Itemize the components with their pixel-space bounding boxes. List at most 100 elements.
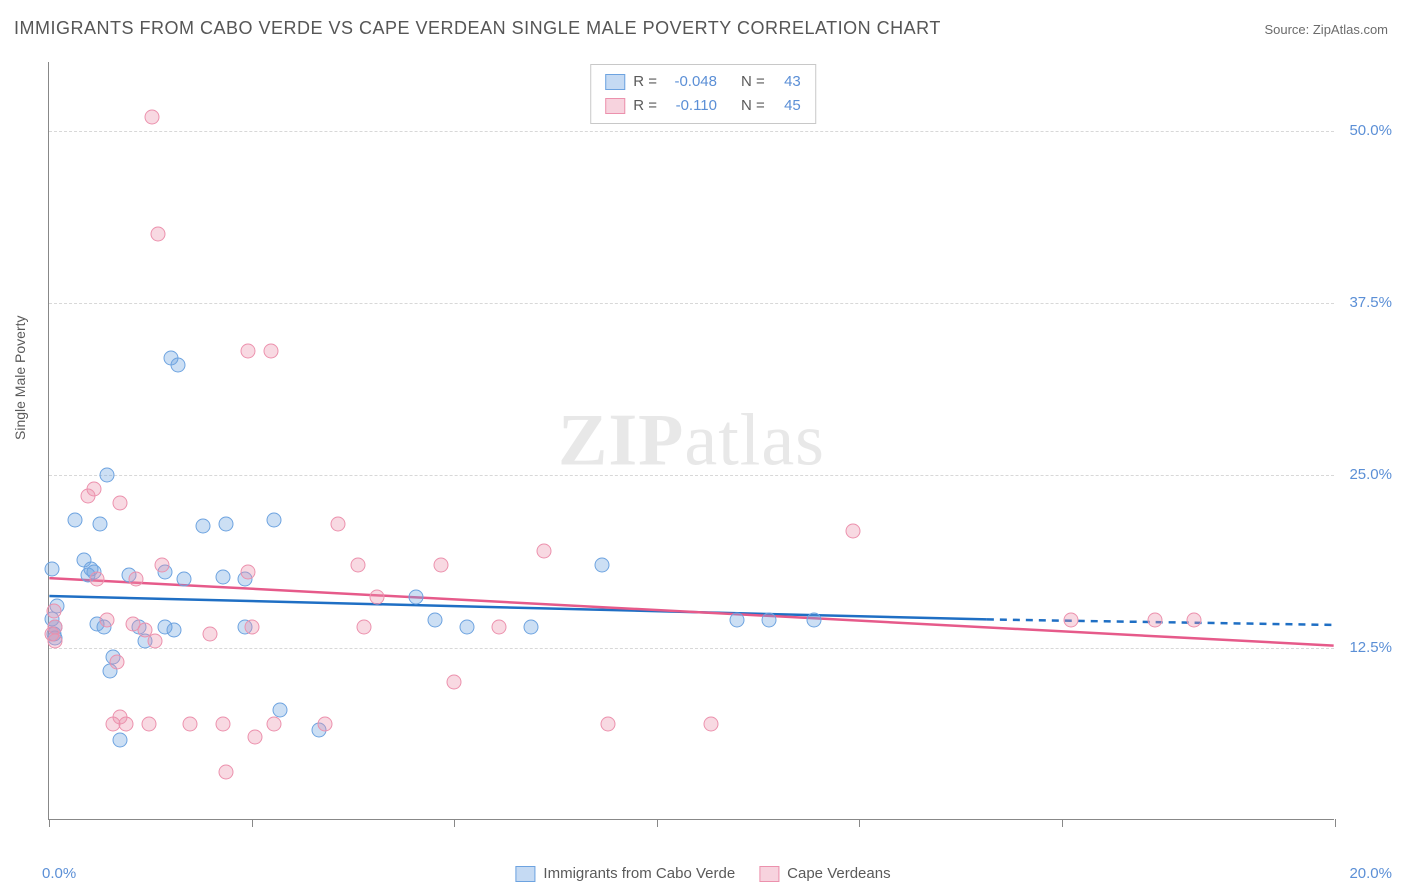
data-point: [93, 516, 108, 531]
data-point: [112, 496, 127, 511]
data-point: [524, 620, 539, 635]
data-point: [112, 733, 127, 748]
data-point: [218, 516, 233, 531]
data-point: [148, 633, 163, 648]
data-point: [90, 571, 105, 586]
data-point: [408, 589, 423, 604]
xtick-mark: [657, 819, 658, 827]
ytick-label: 50.0%: [1349, 122, 1392, 139]
r-label-2: R =: [633, 94, 657, 118]
bottom-legend: Immigrants from Cabo Verde Cape Verdeans: [515, 865, 890, 882]
data-point: [845, 523, 860, 538]
xtick-mark: [454, 819, 455, 827]
data-point: [1064, 613, 1079, 628]
data-point: [183, 716, 198, 731]
xtick-mark: [49, 819, 50, 827]
data-point: [1186, 613, 1201, 628]
legend-item-1: Immigrants from Cabo Verde: [515, 865, 735, 882]
swatch-pink-stats: [605, 98, 625, 114]
xtick-mark: [252, 819, 253, 827]
source-attribution: Source: ZipAtlas.com: [1264, 22, 1388, 37]
swatch-blue-stats: [605, 74, 625, 90]
data-point: [99, 613, 114, 628]
data-point: [331, 516, 346, 531]
n-value-2: 45: [773, 94, 801, 118]
watermark-rest: atlas: [684, 399, 825, 481]
data-point: [704, 716, 719, 731]
data-point: [263, 344, 278, 359]
data-point: [215, 716, 230, 731]
xtick-mark: [859, 819, 860, 827]
stats-legend-box: R = -0.048 N = 43 R = -0.110 N = 45: [590, 64, 816, 124]
data-point: [247, 730, 262, 745]
data-point: [167, 622, 182, 637]
data-point: [492, 620, 507, 635]
data-point: [447, 675, 462, 690]
stats-row-2: R = -0.110 N = 45: [605, 94, 801, 118]
swatch-pink-legend: [759, 866, 779, 882]
x-axis-max-label: 20.0%: [1349, 865, 1392, 882]
data-point: [215, 570, 230, 585]
data-point: [807, 613, 822, 628]
n-label-1: N =: [741, 70, 765, 94]
data-point: [537, 544, 552, 559]
data-point: [109, 654, 124, 669]
data-point: [1147, 613, 1162, 628]
xtick-mark: [1335, 819, 1336, 827]
gridline: [49, 648, 1334, 649]
data-point: [151, 227, 166, 242]
data-point: [762, 613, 777, 628]
ytick-label: 25.0%: [1349, 466, 1392, 483]
data-point: [128, 571, 143, 586]
gridline: [49, 475, 1334, 476]
data-point: [267, 512, 282, 527]
data-point: [459, 620, 474, 635]
data-point: [170, 358, 185, 373]
data-point: [273, 702, 288, 717]
data-point: [119, 716, 134, 731]
trend-lines: [49, 62, 1334, 819]
data-point: [434, 558, 449, 573]
watermark-bold: ZIP: [558, 399, 684, 481]
legend-label-2: Cape Verdeans: [787, 865, 890, 882]
n-value-1: 43: [773, 70, 801, 94]
data-point: [357, 620, 372, 635]
r-value-1: -0.048: [665, 70, 717, 94]
chart-title: IMMIGRANTS FROM CABO VERDE VS CAPE VERDE…: [14, 18, 941, 39]
data-point: [218, 764, 233, 779]
data-point: [67, 512, 82, 527]
data-point: [144, 110, 159, 125]
swatch-blue-legend: [515, 866, 535, 882]
data-point: [244, 620, 259, 635]
gridline: [49, 303, 1334, 304]
data-point: [241, 564, 256, 579]
plot-area: ZIPatlas: [48, 62, 1334, 820]
x-axis-min-label: 0.0%: [42, 865, 76, 882]
data-point: [177, 571, 192, 586]
data-point: [48, 620, 63, 635]
stats-row-1: R = -0.048 N = 43: [605, 70, 801, 94]
ytick-label: 37.5%: [1349, 294, 1392, 311]
data-point: [730, 613, 745, 628]
data-point: [267, 716, 282, 731]
data-point: [141, 716, 156, 731]
data-point: [87, 482, 102, 497]
data-point: [48, 633, 63, 648]
ytick-label: 12.5%: [1349, 639, 1392, 656]
data-point: [241, 344, 256, 359]
gridline: [49, 131, 1334, 132]
xtick-mark: [1062, 819, 1063, 827]
data-point: [427, 613, 442, 628]
data-point: [154, 558, 169, 573]
data-point: [196, 519, 211, 534]
data-point: [369, 589, 384, 604]
data-point: [350, 558, 365, 573]
data-point: [47, 603, 62, 618]
n-label-2: N =: [741, 94, 765, 118]
r-value-2: -0.110: [665, 94, 717, 118]
data-point: [594, 558, 609, 573]
legend-label-1: Immigrants from Cabo Verde: [543, 865, 735, 882]
data-point: [202, 626, 217, 641]
r-label-1: R =: [633, 70, 657, 94]
y-axis-label: Single Male Poverty: [12, 315, 28, 440]
